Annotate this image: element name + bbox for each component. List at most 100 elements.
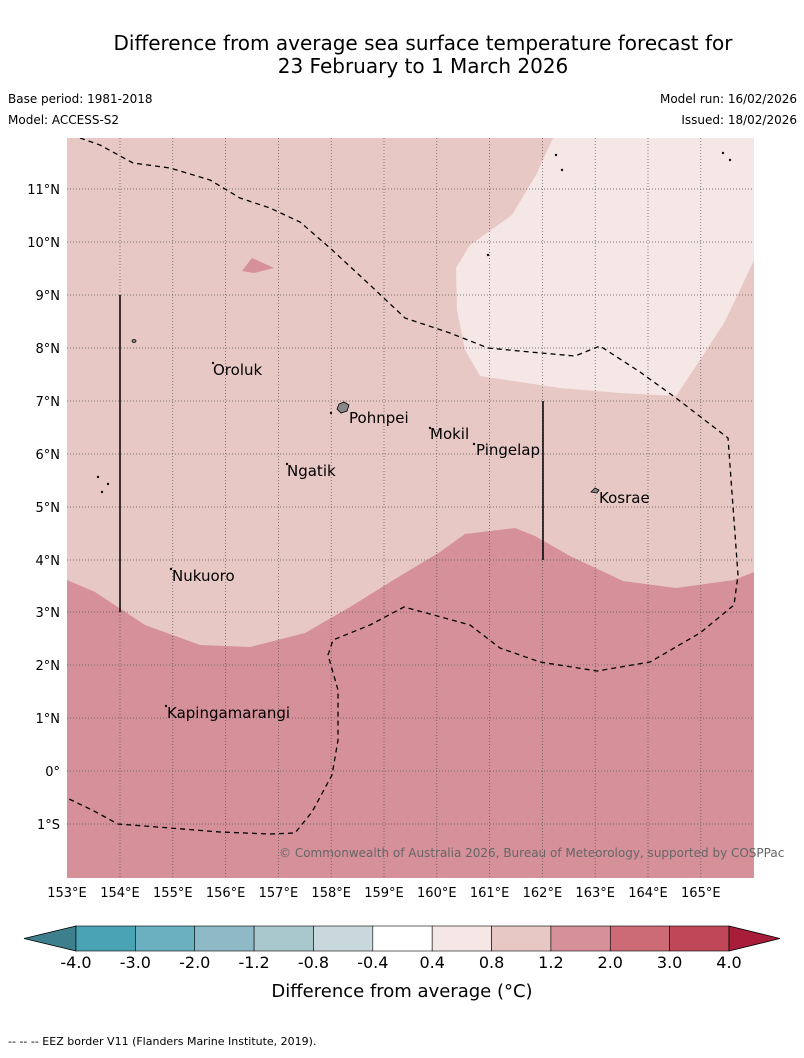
- colorbar-title: Difference from average (°C): [271, 981, 532, 1002]
- colorbar-tick-label: 0.8: [479, 953, 504, 972]
- lon-label: 159°E: [364, 886, 404, 901]
- graticule: [67, 138, 754, 878]
- place-label-mokil: Mokil: [430, 425, 469, 443]
- place-label-pingelap: Pingelap: [476, 441, 540, 459]
- lat-label: 11°N: [27, 183, 60, 198]
- forecast-map: Oroluk Pohnpei Mokil Pingelap Ngatik Kos…: [23, 138, 784, 1002]
- colorbar-segment: [669, 925, 730, 952]
- islet-shape: [472, 442, 476, 446]
- place-label-kapingamarangi: Kapingamarangi: [167, 704, 290, 722]
- lat-label: 1°N: [36, 712, 61, 727]
- colorbar-tick-label: -4.0: [60, 953, 91, 972]
- islet-shape: [560, 168, 564, 172]
- lon-label: 162°E: [523, 886, 563, 901]
- pohnpei-island-shape: [336, 401, 350, 414]
- copyright-notice: © Commonwealth of Australia 2026, Bureau…: [279, 846, 784, 860]
- colorbar-tick-label: -2.0: [179, 953, 210, 972]
- colorbar-tick-label: -3.0: [120, 953, 151, 972]
- islet-shape: [211, 361, 215, 365]
- lon-label: 154°E: [100, 886, 140, 901]
- islet-shape: [554, 153, 558, 157]
- colorbar-tick-label: -0.8: [298, 953, 329, 972]
- lon-label: 164°E: [628, 886, 668, 901]
- colorbar-tick-label: 2.0: [598, 953, 623, 972]
- islet-shape: [164, 704, 168, 708]
- latitude-labels: 11°N 10°N 9°N 8°N 7°N 6°N 5°N 4°N 3°N 2°…: [27, 183, 60, 833]
- lon-label: 158°E: [311, 886, 351, 901]
- colorbar-segment: [491, 925, 552, 952]
- place-label-pohnpei: Pohnpei: [349, 409, 409, 427]
- eez-footnote: -- -- -- EEZ border V11 (Flanders Marine…: [8, 1035, 317, 1048]
- lat-label: 3°N: [36, 606, 61, 621]
- islet-shape: [486, 253, 490, 257]
- lat-label: 9°N: [36, 289, 61, 304]
- lon-label: 163°E: [575, 886, 615, 901]
- lat-label: 1°S: [37, 818, 60, 833]
- colorbar-segment: [313, 925, 374, 952]
- title-line-2: 23 February to 1 March 2026: [277, 54, 569, 78]
- lon-label: 156°E: [206, 886, 246, 901]
- lat-label: 6°N: [36, 448, 61, 463]
- place-label-ngatik: Ngatik: [287, 462, 336, 480]
- colorbar-tick-label: 1.2: [538, 953, 563, 972]
- lon-label: 155°E: [153, 886, 193, 901]
- lat-label: 7°N: [36, 395, 61, 410]
- islands: [96, 151, 732, 708]
- colorbar-tick-label: 3.0: [657, 953, 682, 972]
- map-fill-layer: [67, 138, 754, 878]
- base-period: Base period: 1981-2018: [8, 92, 153, 106]
- title-line-1: Difference from average sea surface temp…: [113, 31, 733, 55]
- colorbar-extension-low: [23, 925, 77, 952]
- colorbar-segment: [372, 925, 433, 952]
- lon-label: 161°E: [470, 886, 510, 901]
- lon-label: 153°E: [47, 886, 87, 901]
- model-run: Model run: 16/02/2026: [659, 92, 797, 106]
- place-labels: Oroluk Pohnpei Mokil Pingelap Ngatik Kos…: [167, 361, 650, 722]
- place-label-nukuoro: Nukuoro: [172, 567, 235, 585]
- lon-label: 157°E: [259, 886, 299, 901]
- colorbar-tick-label: -1.2: [238, 953, 269, 972]
- longitude-labels: 153°E 154°E 155°E 156°E 157°E 158°E 159°…: [47, 886, 720, 901]
- colorbar-segment: [550, 925, 611, 952]
- colorbar-segment: [609, 925, 670, 952]
- lat-label: 5°N: [36, 501, 61, 516]
- lon-label: 160°E: [417, 886, 457, 901]
- islet-shape: [96, 475, 100, 479]
- lat-label: 8°N: [36, 342, 61, 357]
- lon-label: 165°E: [681, 886, 721, 901]
- colorbar-tick-labels: -4.0 -3.0 -2.0 -1.2 -0.8 -0.4 0.4 0.8 1.2 2.0 3.0 4…: [60, 953, 741, 972]
- lat-label: 0°: [45, 765, 60, 780]
- islet-shape: [100, 490, 104, 494]
- lat-label: 4°N: [36, 554, 61, 569]
- colorbar-tick-label: 0.4: [419, 953, 444, 972]
- islet-shape: [329, 411, 333, 415]
- islet-shape: [428, 426, 432, 430]
- anomaly-region-1.2-2.0: [67, 528, 754, 878]
- chart-title: Difference from average sea surface temp…: [0, 32, 804, 78]
- eez-borders: [67, 138, 739, 835]
- colorbar-segment: [431, 925, 492, 952]
- anomaly-blob: [242, 258, 274, 273]
- islet-shape: [106, 482, 110, 486]
- islet-shape: [721, 151, 725, 155]
- colorbar-segment: [135, 925, 196, 952]
- place-label-kosrae: Kosrae: [599, 489, 650, 507]
- colorbar-tick-label: -0.4: [357, 953, 388, 972]
- colorbar-segment: [253, 925, 314, 952]
- issued-date: Issued: 18/02/2026: [681, 113, 797, 127]
- islet-shape: [728, 158, 732, 162]
- kosrae-island-shape: [590, 487, 600, 494]
- colorbar-segment: [194, 925, 255, 952]
- lat-label: 10°N: [27, 236, 60, 251]
- model-name: Model: ACCESS-S2: [8, 113, 120, 127]
- islet-shape: [131, 339, 137, 343]
- colorbar-extension-high: [728, 925, 781, 952]
- colorbar-segment: [75, 925, 136, 952]
- anomaly-region-0.4-0.8: [456, 138, 754, 396]
- islet-shape: [169, 567, 173, 571]
- colorbar-tick-label: 4.0: [716, 953, 741, 972]
- islet-shape: [285, 462, 289, 466]
- lat-label: 2°N: [36, 659, 61, 674]
- colorbar: [23, 925, 781, 952]
- place-label-oroluk: Oroluk: [213, 361, 262, 379]
